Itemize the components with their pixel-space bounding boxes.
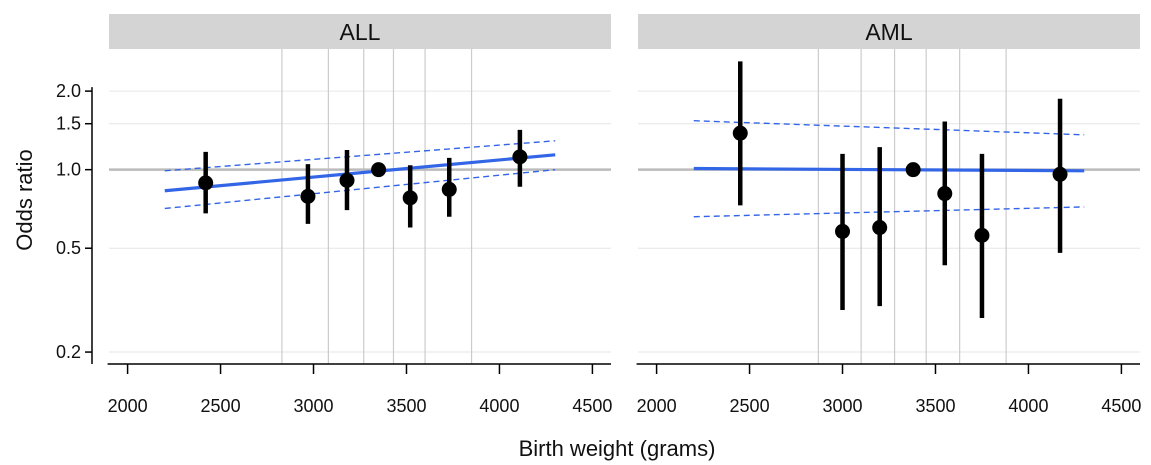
panel-aml: AML bbox=[638, 14, 1140, 364]
x-tick-label: 2500 bbox=[201, 396, 241, 416]
strip-label: AML bbox=[865, 19, 913, 45]
ci-lower-line bbox=[164, 168, 556, 210]
x-tick-label: 2000 bbox=[637, 396, 677, 416]
x-tick-label: 4000 bbox=[1008, 396, 1048, 416]
y-tick-label: 0.2 bbox=[56, 342, 81, 362]
y-axis-title: Odds ratio bbox=[12, 149, 37, 251]
data-point bbox=[300, 188, 316, 204]
data-point bbox=[835, 223, 851, 239]
data-point bbox=[937, 186, 953, 202]
x-axis-title: Birth weight (grams) bbox=[519, 436, 716, 461]
data-point bbox=[512, 149, 528, 165]
data-point bbox=[198, 175, 214, 191]
x-tick-label: 3000 bbox=[822, 396, 862, 416]
x-axis: 2000 2500 3000 3500 4000 4500 bbox=[108, 363, 612, 416]
y-tick-label: 1.0 bbox=[56, 160, 81, 180]
x-tick-label: 2500 bbox=[730, 396, 770, 416]
panels: 0.2 0.5 1.0 1.5 2.0 ALL 2000 2500 3000 3500 4000 45… bbox=[56, 14, 1141, 416]
x-axis: 2000 2500 3000 3500 4000 4500 bbox=[637, 363, 1141, 416]
strip-label: ALL bbox=[340, 19, 381, 45]
data-point bbox=[732, 125, 748, 141]
strip-background bbox=[109, 14, 611, 49]
data-point bbox=[441, 181, 457, 197]
x-tick-label: 4500 bbox=[572, 396, 612, 416]
data-point bbox=[872, 220, 888, 236]
ci-upper-line bbox=[164, 140, 556, 172]
x-tick-label: 3000 bbox=[293, 396, 333, 416]
data-point bbox=[402, 190, 418, 206]
ci-upper-line bbox=[693, 120, 1085, 136]
fit-line bbox=[164, 153, 556, 193]
data-point bbox=[1052, 166, 1068, 182]
y-tick-label: 0.5 bbox=[56, 238, 81, 258]
data-point bbox=[905, 162, 921, 178]
strip-background bbox=[638, 14, 1140, 49]
data-point bbox=[371, 162, 387, 178]
x-tick-label: 4000 bbox=[479, 396, 519, 416]
y-axis: 0.2 0.5 1.0 1.5 2.0 bbox=[56, 81, 93, 364]
data-point bbox=[974, 227, 990, 243]
ci-lower-line bbox=[693, 206, 1085, 218]
y-tick-label: 2.0 bbox=[56, 81, 81, 101]
x-tick-label: 2000 bbox=[108, 396, 148, 416]
panel-all: ALL bbox=[109, 14, 611, 364]
x-tick-label: 4500 bbox=[1101, 396, 1141, 416]
fit-line bbox=[693, 166, 1085, 173]
y-tick-label: 1.5 bbox=[56, 114, 81, 134]
x-tick-label: 3500 bbox=[386, 396, 426, 416]
data-point bbox=[339, 172, 355, 188]
x-tick-label: 3500 bbox=[915, 396, 955, 416]
